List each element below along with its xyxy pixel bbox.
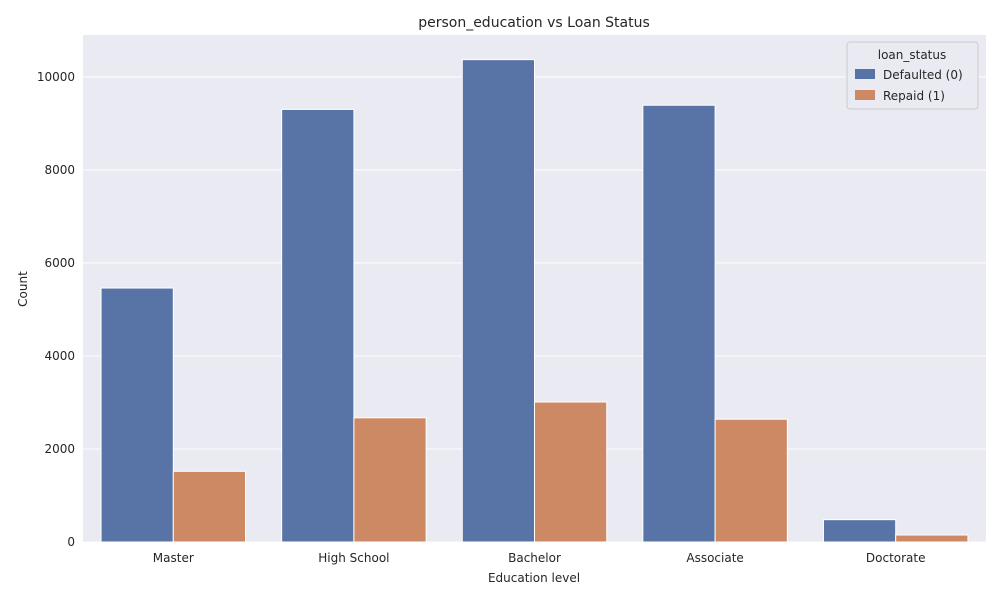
legend-swatch — [855, 90, 875, 100]
legend-title: loan_status — [878, 48, 947, 62]
legend-swatch — [855, 69, 875, 79]
bar-repaid-1-associate — [714, 418, 788, 543]
bar-defaulted-0-master — [100, 287, 174, 543]
x-tick-label: Master — [153, 551, 194, 565]
x-tick-label: Associate — [686, 551, 743, 565]
bar-repaid-1-high-school — [353, 417, 427, 543]
bars — [100, 59, 969, 543]
x-axis-label: Education level — [488, 571, 580, 585]
bar-defaulted-0-bachelor — [461, 59, 536, 543]
y-axis-label: Count — [16, 271, 30, 307]
y-tick-label: 10000 — [37, 70, 75, 84]
bar-repaid-1-bachelor — [534, 401, 608, 543]
bar-defaulted-0-high-school — [281, 108, 355, 543]
y-tick-label: 0 — [67, 535, 75, 549]
legend-items: Defaulted (0) Repaid (1) — [855, 68, 963, 103]
y-tick-label: 2000 — [44, 442, 75, 456]
x-tick-label: Bachelor — [508, 551, 561, 565]
legend-box — [846, 41, 979, 110]
legend-label: Repaid (1) — [883, 89, 945, 103]
y-tick-label: 6000 — [44, 256, 75, 270]
bar-defaulted-0-doctorate — [822, 519, 897, 543]
y-tick-label: 4000 — [44, 349, 75, 363]
x-axis-ticks: Master High School Bachelor Associate Doctor… — [153, 551, 926, 565]
bar-defaulted-0-associate — [642, 104, 716, 543]
legend-label: Defaulted (0) — [883, 68, 963, 82]
legend: loan_status Defaulted (0) Repaid (1) — [846, 41, 979, 110]
x-tick-label: High School — [318, 551, 389, 565]
y-axis-ticks: 0 2000 4000 6000 8000 10000 — [37, 70, 75, 549]
bar-repaid-1-doctorate — [895, 534, 969, 543]
x-tick-label: Doctorate — [866, 551, 926, 565]
chart-title: person_education vs Loan Status — [418, 15, 650, 31]
y-tick-label: 8000 — [44, 163, 75, 177]
bar-repaid-1-master — [172, 470, 247, 543]
